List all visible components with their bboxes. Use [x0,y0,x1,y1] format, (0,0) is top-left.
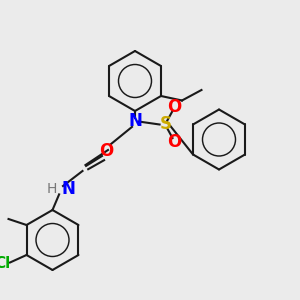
Text: O: O [167,134,181,152]
Text: Cl: Cl [0,256,11,272]
Text: S: S [160,116,172,134]
Text: O: O [99,142,114,160]
Text: O: O [167,98,181,116]
Text: N: N [61,180,75,198]
Text: H: H [46,182,57,196]
Text: N: N [128,112,142,130]
